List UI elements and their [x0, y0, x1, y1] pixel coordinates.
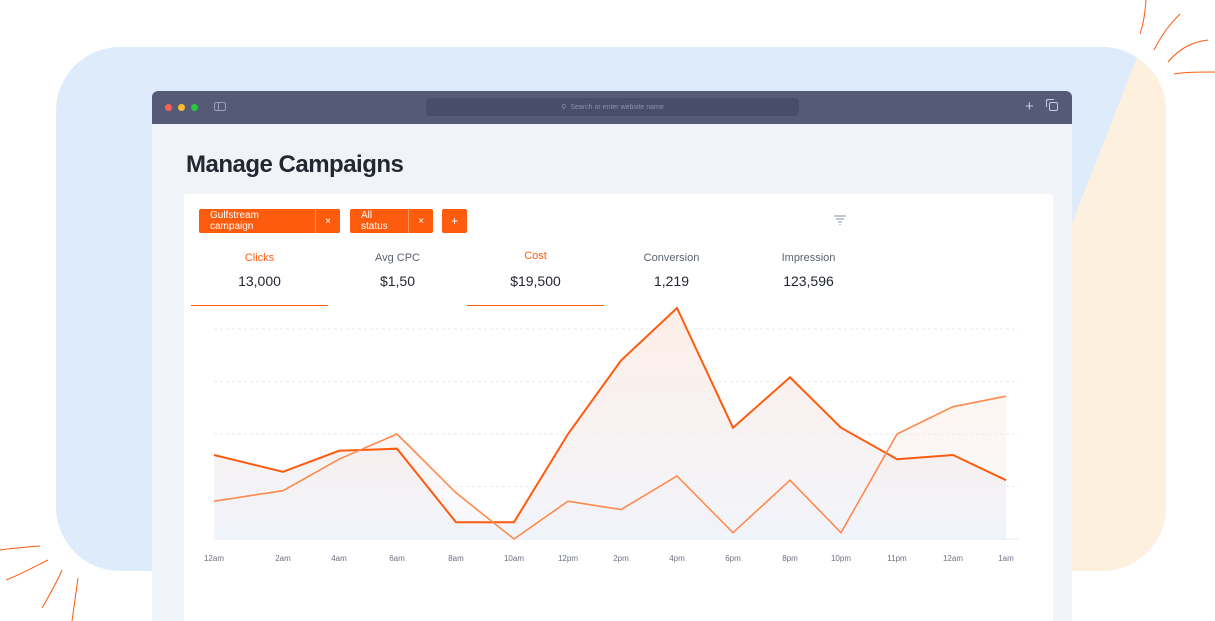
- series-2-area: [214, 396, 1006, 539]
- filter-chip-label: All status: [361, 210, 388, 232]
- line-chart: 12am 2am 4am 6am 8am 10am 12pm 2pm 4pm 6pm 8pm 10pm…: [204, 306, 1019, 563]
- x-tick-label: 1am: [998, 554, 1014, 563]
- metric-tab-avg-cpc[interactable]: Avg CPC $1,50: [329, 249, 466, 305]
- metric-value: 13,000: [238, 273, 281, 289]
- metric-value: 123,596: [783, 273, 834, 289]
- close-window-button[interactable]: [165, 104, 172, 111]
- x-tick-label: 8am: [448, 554, 464, 563]
- address-bar[interactable]: ⚲ Search or enter website name: [426, 98, 799, 116]
- x-tick-label: 12am: [943, 554, 963, 563]
- x-tick-label: 4pm: [669, 554, 685, 563]
- x-tick-label: 2pm: [613, 554, 629, 563]
- tab-overview-icon[interactable]: [1046, 99, 1058, 111]
- x-tick-label: 10pm: [831, 554, 851, 563]
- metric-tab-clicks[interactable]: Clicks 13,000: [191, 249, 328, 306]
- new-tab-icon[interactable]: +: [1025, 98, 1034, 115]
- metric-value: 1,219: [653, 273, 690, 289]
- add-filter-button[interactable]: +: [442, 209, 467, 233]
- page-title: Manage Campaigns: [186, 151, 404, 178]
- remove-filter-status-icon[interactable]: ×: [408, 209, 433, 233]
- metric-label: Conversion: [643, 252, 700, 264]
- x-tick-label: 8pm: [782, 554, 798, 563]
- metric-value: $19,500: [510, 273, 561, 289]
- filter-icon[interactable]: [834, 215, 846, 225]
- x-tick-label: 10am: [504, 554, 524, 563]
- x-tick-label: 6am: [389, 554, 405, 563]
- search-icon: ⚲: [561, 104, 567, 111]
- sparkle-decoration-top-right: [1140, 0, 1215, 75]
- x-tick-label: 12am: [204, 554, 224, 563]
- address-bar-placeholder: Search or enter website name: [570, 103, 664, 111]
- browser-window: ⚲ Search or enter website name + Manage …: [152, 91, 1072, 621]
- sparkle-decoration-bottom-left: [0, 545, 79, 621]
- filter-chip-campaign[interactable]: Gulfstream campaign ×: [199, 209, 340, 233]
- remove-filter-campaign-icon[interactable]: ×: [315, 209, 340, 233]
- metric-label: Clicks: [244, 252, 275, 264]
- filter-chip-label: Gulfstream campaign: [210, 210, 259, 232]
- browser-titlebar: ⚲ Search or enter website name +: [152, 91, 1072, 124]
- x-tick-label: 2am: [275, 554, 291, 563]
- metric-tab-conversion[interactable]: Conversion 1,219: [603, 249, 740, 305]
- metric-label: Impression: [781, 252, 836, 264]
- metric-label: Avg CPC: [374, 252, 421, 264]
- campaign-card: Gulfstream campaign × All status × + Cli…: [184, 194, 1053, 621]
- metric-value: $1,50: [379, 273, 416, 289]
- x-tick-label: 4am: [331, 554, 347, 563]
- x-tick-label: 6pm: [725, 554, 741, 563]
- metric-label: Cost: [524, 250, 547, 262]
- minimize-window-button[interactable]: [178, 104, 185, 111]
- x-tick-label: 11pm: [887, 554, 907, 563]
- metric-tab-cost[interactable]: Cost $19,500: [467, 247, 604, 306]
- x-tick-label: 12pm: [558, 554, 578, 563]
- metric-tab-impression[interactable]: Impression 123,596: [740, 249, 877, 305]
- maximize-window-button[interactable]: [191, 104, 198, 111]
- filter-chip-status[interactable]: All status ×: [350, 209, 433, 233]
- sidebar-toggle-icon[interactable]: [214, 102, 226, 111]
